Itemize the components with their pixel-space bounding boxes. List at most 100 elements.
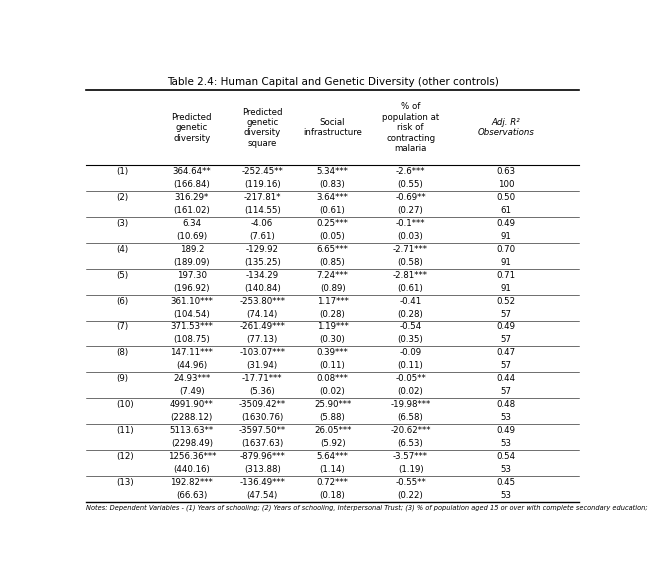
Text: (0.11): (0.11) bbox=[398, 361, 423, 370]
Text: (0.83): (0.83) bbox=[320, 180, 345, 189]
Text: 147.11***: 147.11*** bbox=[170, 349, 214, 357]
Text: (0.61): (0.61) bbox=[398, 284, 423, 293]
Text: 100: 100 bbox=[498, 180, 515, 189]
Text: (440.16): (440.16) bbox=[173, 465, 210, 474]
Text: 24.93***: 24.93*** bbox=[173, 374, 210, 383]
Text: 53: 53 bbox=[500, 465, 511, 474]
Text: -0.69**: -0.69** bbox=[395, 193, 426, 202]
Text: (0.61): (0.61) bbox=[320, 206, 345, 215]
Text: (5.36): (5.36) bbox=[249, 387, 275, 396]
Text: -3.57***: -3.57*** bbox=[393, 452, 428, 461]
Text: (135.25): (135.25) bbox=[244, 258, 280, 267]
Text: -103.07***: -103.07*** bbox=[239, 349, 285, 357]
Text: -2.81***: -2.81*** bbox=[393, 271, 428, 280]
Text: (0.58): (0.58) bbox=[398, 258, 423, 267]
Text: -3597.50**: -3597.50** bbox=[239, 426, 286, 435]
Text: (5): (5) bbox=[116, 271, 129, 280]
Text: 0.08***: 0.08*** bbox=[317, 374, 349, 383]
Text: (0.02): (0.02) bbox=[398, 387, 423, 396]
Text: (0.55): (0.55) bbox=[398, 180, 423, 189]
Text: (119.16): (119.16) bbox=[244, 180, 280, 189]
Text: 0.49: 0.49 bbox=[496, 426, 516, 435]
Text: 53: 53 bbox=[500, 413, 511, 422]
Text: (6): (6) bbox=[116, 297, 129, 305]
Text: (0.11): (0.11) bbox=[320, 361, 345, 370]
Text: 53: 53 bbox=[500, 439, 511, 448]
Text: (0.27): (0.27) bbox=[398, 206, 423, 215]
Text: (0.22): (0.22) bbox=[398, 491, 423, 500]
Text: (12): (12) bbox=[116, 452, 134, 461]
Text: (47.54): (47.54) bbox=[247, 491, 278, 500]
Text: Notes: Dependent Variables - (1) Years of schooling; (2) Years of schooling, Int: Notes: Dependent Variables - (1) Years o… bbox=[86, 504, 649, 511]
Text: (10): (10) bbox=[116, 400, 134, 409]
Text: Social
infrastructure: Social infrastructure bbox=[303, 118, 362, 138]
Text: (2288.12): (2288.12) bbox=[171, 413, 213, 422]
Text: 26.05***: 26.05*** bbox=[314, 426, 351, 435]
Text: -0.41: -0.41 bbox=[399, 297, 422, 305]
Text: (1.14): (1.14) bbox=[320, 465, 345, 474]
Text: 5.64***: 5.64*** bbox=[317, 452, 349, 461]
Text: -19.98***: -19.98*** bbox=[391, 400, 431, 409]
Text: 1.19***: 1.19*** bbox=[317, 322, 349, 332]
Text: -0.05**: -0.05** bbox=[395, 374, 426, 383]
Text: 25.90***: 25.90*** bbox=[314, 400, 351, 409]
Text: (8): (8) bbox=[116, 349, 129, 357]
Text: 0.71: 0.71 bbox=[496, 271, 516, 280]
Text: (196.92): (196.92) bbox=[173, 284, 210, 293]
Text: (3): (3) bbox=[116, 219, 129, 228]
Text: -17.71***: -17.71*** bbox=[242, 374, 282, 383]
Text: -253.80***: -253.80*** bbox=[239, 297, 285, 305]
Text: (74.14): (74.14) bbox=[247, 310, 278, 318]
Text: (13): (13) bbox=[116, 478, 134, 487]
Text: -0.54: -0.54 bbox=[399, 322, 422, 332]
Text: 0.49: 0.49 bbox=[496, 219, 516, 228]
Text: (77.13): (77.13) bbox=[247, 335, 278, 345]
Text: (161.02): (161.02) bbox=[173, 206, 210, 215]
Text: (6.58): (6.58) bbox=[398, 413, 423, 422]
Text: 189.2: 189.2 bbox=[180, 245, 204, 254]
Text: 6.65***: 6.65*** bbox=[317, 245, 349, 254]
Text: 316.29*: 316.29* bbox=[175, 193, 209, 202]
Text: (7): (7) bbox=[116, 322, 129, 332]
Text: 0.49: 0.49 bbox=[496, 322, 516, 332]
Text: 0.39***: 0.39*** bbox=[317, 349, 349, 357]
Text: (104.54): (104.54) bbox=[173, 310, 210, 318]
Text: % of
population at
risk of
contracting
malaria: % of population at risk of contracting m… bbox=[382, 103, 439, 153]
Text: 0.54: 0.54 bbox=[496, 452, 516, 461]
Text: -2.6***: -2.6*** bbox=[396, 167, 425, 176]
Text: 0.70: 0.70 bbox=[496, 245, 516, 254]
Text: (4): (4) bbox=[116, 245, 129, 254]
Text: (189.09): (189.09) bbox=[173, 258, 210, 267]
Text: (2298.49): (2298.49) bbox=[171, 439, 213, 448]
Text: (166.84): (166.84) bbox=[173, 180, 210, 189]
Text: -20.62***: -20.62*** bbox=[390, 426, 431, 435]
Text: 0.25***: 0.25*** bbox=[317, 219, 349, 228]
Text: (0.03): (0.03) bbox=[398, 232, 423, 241]
Text: 0.72***: 0.72*** bbox=[317, 478, 349, 487]
Text: -0.09: -0.09 bbox=[400, 349, 422, 357]
Text: (2): (2) bbox=[116, 193, 129, 202]
Text: -136.49***: -136.49*** bbox=[239, 478, 285, 487]
Text: -4.06: -4.06 bbox=[251, 219, 273, 228]
Text: (1637.63): (1637.63) bbox=[241, 439, 284, 448]
Text: (6.53): (6.53) bbox=[398, 439, 423, 448]
Text: (0.30): (0.30) bbox=[320, 335, 345, 345]
Text: -2.71***: -2.71*** bbox=[393, 245, 428, 254]
Text: 7.24***: 7.24*** bbox=[317, 271, 349, 280]
Text: 91: 91 bbox=[500, 258, 511, 267]
Text: 4991.90**: 4991.90** bbox=[170, 400, 214, 409]
Text: 6.34: 6.34 bbox=[182, 219, 201, 228]
Text: (0.02): (0.02) bbox=[320, 387, 345, 396]
Text: -261.49***: -261.49*** bbox=[239, 322, 285, 332]
Text: (313.88): (313.88) bbox=[244, 465, 280, 474]
Text: (0.89): (0.89) bbox=[320, 284, 345, 293]
Text: 5113.63**: 5113.63** bbox=[170, 426, 214, 435]
Text: 0.63: 0.63 bbox=[496, 167, 516, 176]
Text: (44.96): (44.96) bbox=[177, 361, 207, 370]
Text: Predicted
genetic
diversity
square: Predicted genetic diversity square bbox=[242, 107, 282, 147]
Text: (0.28): (0.28) bbox=[320, 310, 345, 318]
Text: (9): (9) bbox=[116, 374, 129, 383]
Text: (1.19): (1.19) bbox=[398, 465, 423, 474]
Text: (0.35): (0.35) bbox=[398, 335, 423, 345]
Text: 61: 61 bbox=[500, 206, 511, 215]
